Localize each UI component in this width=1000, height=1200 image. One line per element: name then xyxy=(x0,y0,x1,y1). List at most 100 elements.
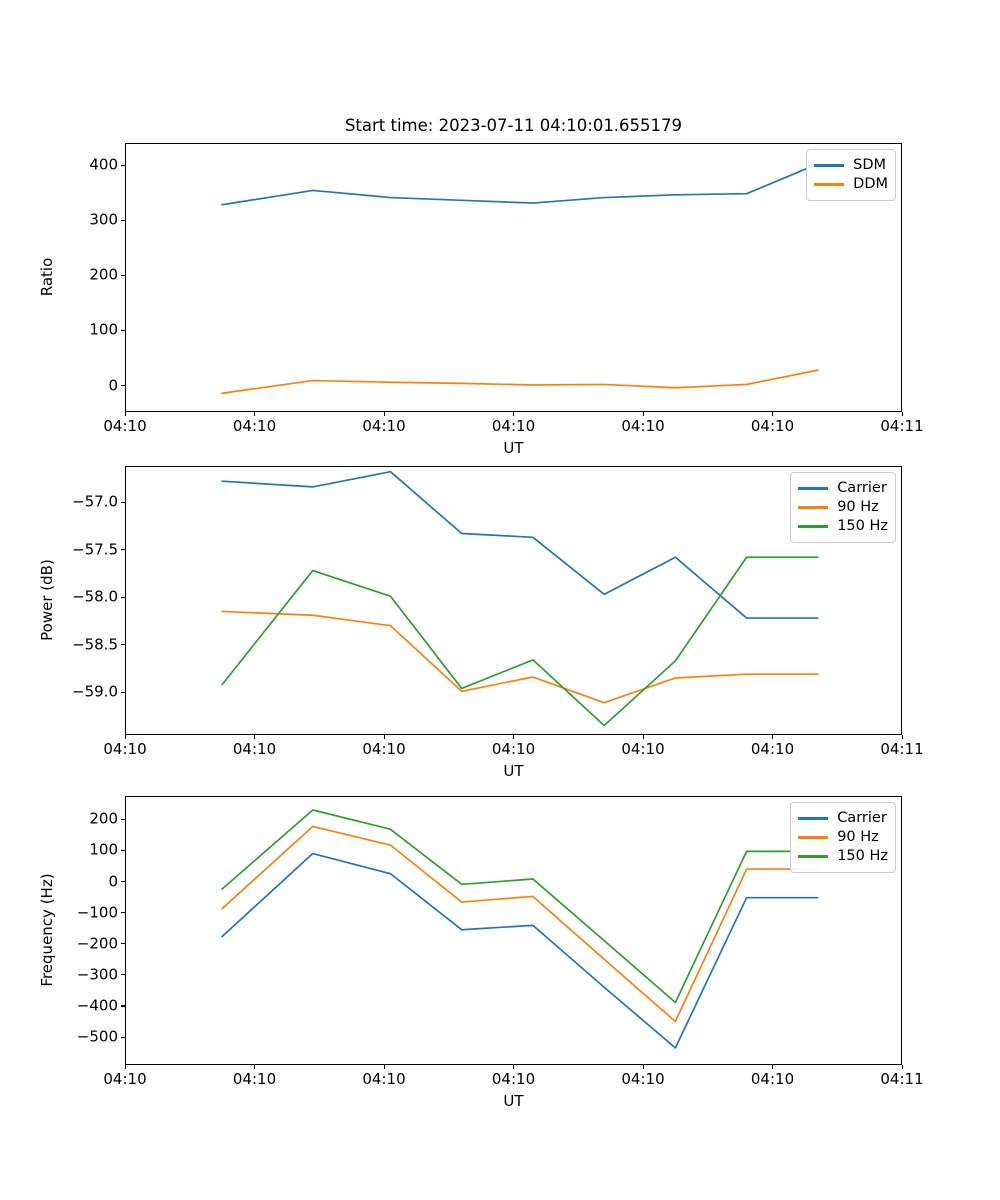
legend-item[interactable]: 90 Hz xyxy=(798,828,888,847)
legend: SDM DDM xyxy=(806,149,896,201)
x-axis-label: UT xyxy=(503,1092,524,1110)
y-tick-mark xyxy=(121,329,125,331)
x-tick-label: 04:10 xyxy=(621,1070,665,1088)
x-tick-mark xyxy=(383,412,385,416)
x-tick-label: 04:10 xyxy=(491,417,536,435)
x-tick-mark xyxy=(383,1065,385,1069)
y-tick-mark xyxy=(121,943,125,945)
x-tick-label: 04:10 xyxy=(232,740,277,758)
x-tick-label: 04:10 xyxy=(750,1070,795,1088)
y-tick-label: 300 xyxy=(89,210,118,229)
legend-color-swatch xyxy=(798,855,829,858)
x-tick-mark xyxy=(901,412,903,416)
y-tick-mark xyxy=(121,274,125,276)
legend-item[interactable]: Carrier xyxy=(798,479,888,498)
x-tick-label: 04:10 xyxy=(621,740,665,758)
y-tick-mark xyxy=(121,1005,125,1007)
y-tick-mark xyxy=(121,219,125,221)
legend-label: 150 Hz xyxy=(837,518,888,535)
x-tick-label: 04:10 xyxy=(491,740,536,758)
y-tick-label: −58.5 xyxy=(72,635,118,654)
y-tick-mark xyxy=(121,691,125,693)
x-tick-mark xyxy=(772,735,774,739)
page-title: Start time: 2023-07-11 04:10:01.655179 xyxy=(344,116,683,135)
legend-color-swatch xyxy=(798,817,829,820)
series-line-carrier xyxy=(221,470,819,619)
y-tick-label: −58.0 xyxy=(72,587,118,606)
x-tick-label: 04:10 xyxy=(103,740,147,758)
legend-item[interactable]: 150 Hz xyxy=(798,517,888,536)
legend-color-swatch xyxy=(798,506,829,509)
y-tick-label: −57.5 xyxy=(72,540,118,559)
series-line-150-hz xyxy=(221,556,819,727)
legend-color-swatch xyxy=(798,525,829,528)
legend-item[interactable]: Carrier xyxy=(798,809,888,828)
y-tick-label: −200 xyxy=(76,934,118,953)
y-tick-label: 200 xyxy=(89,265,118,284)
x-tick-mark xyxy=(513,412,515,416)
series-line-150-hz xyxy=(221,809,819,1004)
x-tick-label: 04:10 xyxy=(621,417,665,435)
y-tick-mark xyxy=(121,501,125,503)
y-axis-label: Ratio xyxy=(38,257,56,296)
x-tick-label: 04:10 xyxy=(362,417,406,435)
y-tick-label: −100 xyxy=(76,903,118,922)
y-tick-label: −400 xyxy=(76,996,118,1015)
y-axis-label: Frequency (Hz) xyxy=(38,872,56,987)
axes-frame xyxy=(125,796,902,1065)
x-tick-mark xyxy=(642,412,644,416)
axes-frame xyxy=(125,466,902,735)
x-axis-label: UT xyxy=(503,439,524,457)
y-tick-mark xyxy=(121,549,125,551)
legend: Carrier 90 Hz 150 Hz xyxy=(790,802,896,873)
legend-color-swatch xyxy=(814,183,845,186)
x-tick-label: 04:10 xyxy=(232,1070,277,1088)
x-tick-mark xyxy=(124,1065,126,1069)
ratio-plot: Start time: 2023-07-11 04:10:01.655179 0 1… xyxy=(38,116,924,457)
axes-frame xyxy=(125,143,902,412)
power-plot: −57.0 −57.5 −58.0 −58.5 −59.0 04:10 04:10 04:10… xyxy=(38,466,924,780)
x-tick-mark xyxy=(254,735,256,739)
series-line-90-hz xyxy=(221,610,819,704)
x-tick-mark xyxy=(642,735,644,739)
x-tick-label: 04:11 xyxy=(880,1070,924,1088)
x-tick-label: 04:11 xyxy=(880,417,924,435)
legend-item[interactable]: DDM xyxy=(814,175,888,194)
x-tick-label: 04:10 xyxy=(103,417,147,435)
x-tick-mark xyxy=(901,735,903,739)
series-line-carrier xyxy=(221,852,819,1049)
y-tick-mark xyxy=(121,974,125,976)
x-tick-label: 04:10 xyxy=(103,1070,147,1088)
y-tick-label: 400 xyxy=(89,155,118,174)
x-axis-label: UT xyxy=(503,762,524,780)
y-tick-mark xyxy=(121,849,125,852)
legend-item[interactable]: SDM xyxy=(814,156,888,175)
x-tick-mark xyxy=(124,412,126,416)
legend-label: SDM xyxy=(853,157,887,174)
series-line-sdm xyxy=(221,163,819,206)
plot-lines xyxy=(221,470,819,727)
x-tick-label: 04:10 xyxy=(232,417,277,435)
legend-label: 90 Hz xyxy=(837,499,879,516)
plot-lines xyxy=(221,809,819,1049)
x-tick-label: 04:10 xyxy=(750,417,795,435)
y-tick-label: −59.0 xyxy=(72,682,118,701)
y-tick-label: 0 xyxy=(108,376,118,395)
y-tick-label: −57.0 xyxy=(72,492,118,511)
x-tick-label: 04:10 xyxy=(362,1070,406,1088)
x-tick-mark xyxy=(513,1065,515,1069)
y-tick-label: 100 xyxy=(89,320,118,339)
y-tick-label: 0 xyxy=(108,872,118,891)
legend-item[interactable]: 90 Hz xyxy=(798,498,888,517)
legend-item[interactable]: 150 Hz xyxy=(798,847,888,866)
x-tick-mark xyxy=(124,735,126,739)
y-tick-mark xyxy=(121,596,125,598)
y-tick-mark xyxy=(121,881,125,883)
y-tick-mark xyxy=(121,912,125,914)
legend-color-swatch xyxy=(814,164,845,167)
y-tick-mark xyxy=(121,164,125,166)
legend-color-swatch xyxy=(798,836,829,839)
legend-color-swatch xyxy=(798,487,829,490)
x-tick-label: 04:10 xyxy=(362,740,406,758)
